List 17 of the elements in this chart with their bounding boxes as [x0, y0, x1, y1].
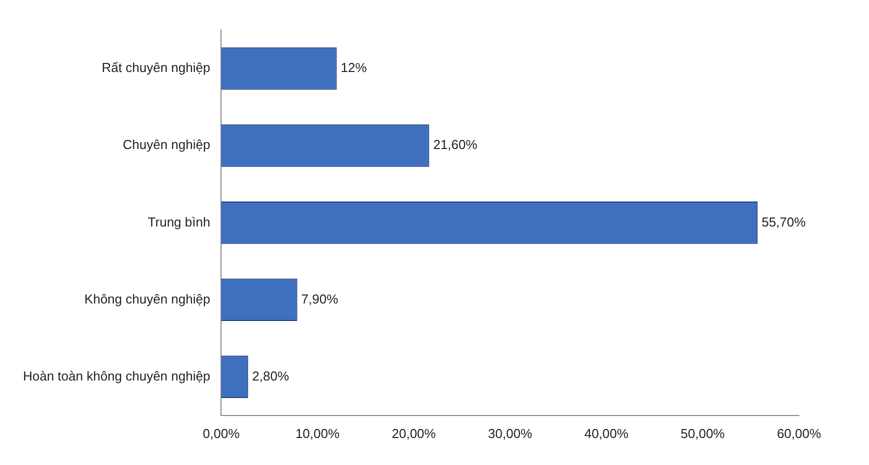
- data-label: 21,60%: [433, 137, 478, 152]
- y-tick-label: Rất chuyên nghiệp: [102, 60, 210, 76]
- data-label: 12%: [340, 60, 368, 76]
- y-tick-label: Không chuyên nghiệp: [84, 291, 210, 306]
- x-tick-label: 20,00%: [392, 426, 436, 441]
- x-tick-label: 0,00%: [202, 426, 240, 441]
- y-tick-label: Trung bình: [148, 214, 210, 230]
- x-tick-label: 10,00%: [295, 426, 340, 441]
- y-tick-label: Hoàn toàn không chuyên nghiệp: [22, 368, 210, 384]
- x-tick-label: 60,00%: [776, 426, 822, 441]
- x-tick-label: 30,00%: [488, 426, 533, 441]
- data-label: 2,80%: [252, 368, 290, 384]
- x-tick-label: 50,00%: [680, 426, 726, 441]
- data-label: 55,70%: [762, 214, 806, 230]
- data-label: 7,90%: [301, 291, 339, 306]
- y-tick-label: Chuyên nghiệp: [122, 137, 210, 152]
- x-tick-label: 40,00%: [584, 426, 629, 441]
